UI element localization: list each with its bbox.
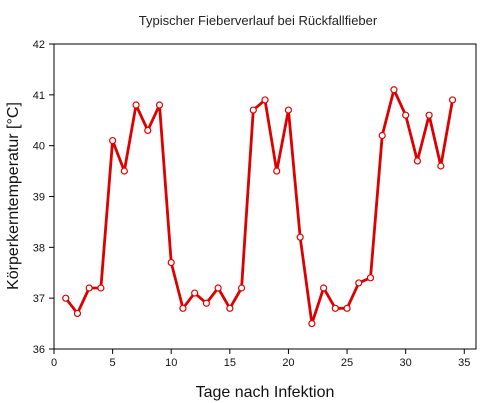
data-point [355, 279, 363, 287]
data-point [226, 304, 234, 312]
y-axis: 36 37 38 39 40 41 42 [33, 39, 54, 356]
data-point [425, 111, 433, 119]
data-point [109, 136, 117, 145]
data-point [413, 157, 421, 165]
y-tick-label: 42 [33, 39, 45, 51]
y-axis-label: Körperkerntemperatur [°C] [5, 102, 22, 290]
x-tick-label: 25 [341, 357, 353, 369]
y-tick-label: 39 [33, 192, 45, 204]
y-tick-label: 38 [33, 242, 45, 254]
data-point [331, 304, 339, 312]
data-point [402, 111, 410, 119]
data-point [167, 258, 175, 267]
x-tick-label: 0 [51, 357, 57, 369]
x-tick-label: 5 [110, 357, 116, 369]
plot-frame [53, 43, 477, 350]
data-point [343, 304, 351, 312]
data-point [308, 319, 316, 328]
series-line [64, 88, 454, 325]
data-point [261, 96, 269, 104]
y-tick-label: 37 [33, 293, 45, 305]
x-axis-label: Tage nach Infektion [196, 384, 335, 401]
data-point [97, 284, 105, 292]
data-point [73, 309, 82, 318]
x-tick-label: 15 [224, 357, 236, 369]
data-point [85, 284, 93, 292]
series-layer [62, 86, 457, 328]
data-point [390, 86, 398, 94]
data-point [62, 294, 70, 302]
data-point [120, 167, 128, 175]
y-tick-label: 41 [33, 90, 45, 102]
y-tick-label: 36 [33, 344, 45, 356]
data-point [202, 299, 210, 307]
data-point [273, 167, 281, 175]
x-tick-label: 30 [400, 357, 412, 369]
data-point [214, 284, 222, 292]
data-point [448, 96, 457, 104]
x-tick-label: 35 [458, 357, 470, 369]
data-point [320, 284, 328, 292]
x-tick-label: 10 [165, 357, 177, 369]
data-point [155, 101, 164, 109]
data-point [179, 304, 187, 312]
data-point [237, 284, 246, 292]
x-tick-label: 20 [282, 357, 294, 369]
data-point [437, 162, 445, 170]
data-point [191, 289, 199, 297]
x-axis: 0 5 10 15 20 25 30 35 [51, 349, 470, 369]
data-point [144, 126, 152, 135]
data-point [296, 233, 304, 241]
data-point [284, 106, 293, 114]
chart-title: Typischer Fieberverlauf bei Rückfallfieb… [139, 13, 378, 28]
data-point [249, 106, 257, 114]
data-point [132, 101, 140, 109]
data-point [366, 274, 375, 282]
data-point [378, 131, 386, 140]
y-tick-label: 40 [33, 141, 45, 153]
